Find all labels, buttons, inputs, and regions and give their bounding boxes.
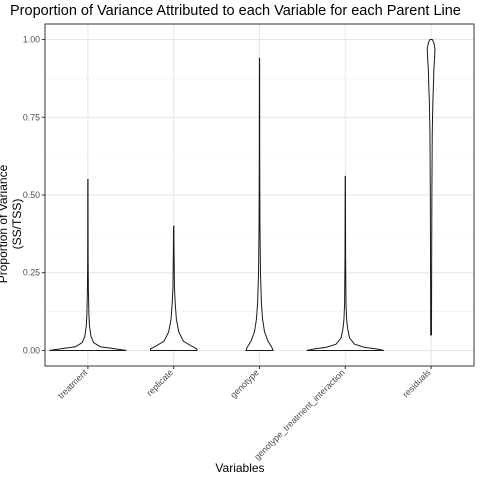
x-axis-label: Variables [215, 461, 265, 475]
x-tick-label: residuals [401, 367, 433, 399]
x-tick-label: treatment [56, 367, 90, 401]
x-tick-label: replicate [145, 367, 176, 398]
x-tick-label: genotype_treatment_interaction [252, 367, 347, 462]
y-tick-label: 0.25 [23, 268, 40, 278]
y-tick-label: 0.00 [23, 345, 40, 355]
x-tick-label: genotype [228, 367, 261, 400]
violin-replicate [150, 225, 198, 351]
y-tick-label: 0.50 [23, 190, 40, 200]
y-axis-label: Proportion of Variance (SS/TSS) [0, 164, 24, 284]
y-tick-label: 1.00 [23, 35, 40, 45]
y-tick-label: 0.75 [23, 112, 40, 122]
violin-treatment [49, 178, 127, 351]
violin-residuals [426, 39, 436, 336]
violin-genotype [245, 57, 274, 351]
chart-title: Proportion of Variance Attributed to eac… [10, 3, 461, 19]
violin-genotype-treatment-interaction [306, 175, 385, 351]
